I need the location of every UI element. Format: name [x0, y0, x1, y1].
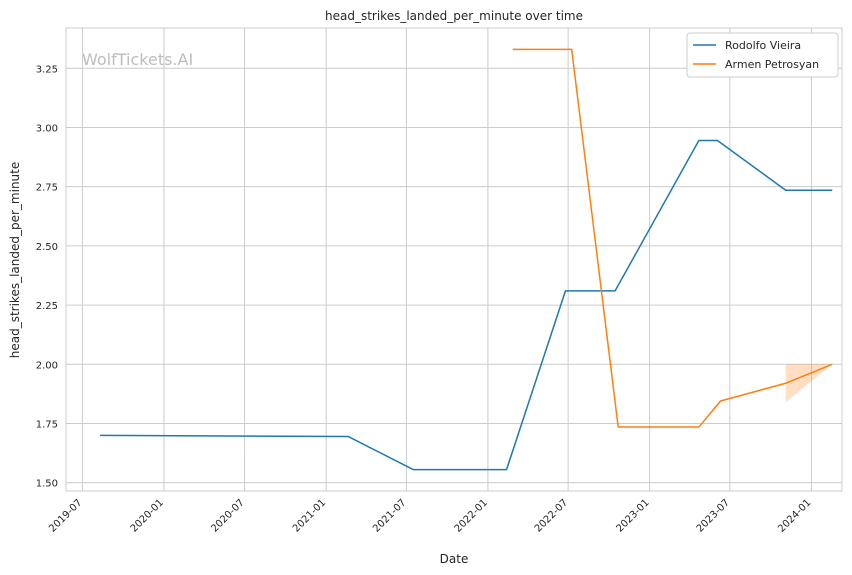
plot-area [65, 27, 843, 492]
x-axis-label: Date [440, 552, 469, 566]
y-tick-label: 2.75 [36, 183, 58, 194]
y-tick-label: 3.25 [36, 64, 58, 75]
y-tick-labels: 1.50 1.75 2.00 2.25 2.50 2.75 3.00 3.25 [36, 64, 58, 489]
legend-label-rodolfo-vieira: Rodolfo Vieira [725, 39, 801, 52]
confidence-band-layer [785, 364, 833, 403]
legend-box [686, 32, 839, 78]
x-tick-label: 2021-07 [371, 497, 408, 534]
x-tick-label: 2024-01 [776, 497, 813, 534]
x-tick-label: 2020-07 [209, 497, 246, 534]
x-tick-labels: 2019-07 2020-01 2020-07 2021-01 2021-07 2022-… [47, 497, 813, 534]
y-tick-label: 2.00 [36, 360, 58, 371]
y-tick-label: 3.00 [36, 123, 58, 134]
x-tick-label: 2022-07 [533, 497, 570, 534]
x-tick-label: 2019-07 [47, 497, 84, 534]
y-tick-label: 1.50 [36, 479, 58, 490]
chart-title: head_strikes_landed_per_minute over time [325, 9, 583, 23]
gridlines [66, 28, 842, 491]
legend: Rodolfo Vieira Armen Petrosyan [686, 32, 839, 78]
x-tick-label: 2023-01 [614, 497, 651, 534]
y-tick-label: 2.25 [36, 301, 58, 312]
x-tick-label: 2020-01 [129, 497, 166, 534]
legend-label-armen-petrosyan: Armen Petrosyan [725, 58, 819, 71]
band-armen-petrosyan [785, 364, 833, 403]
series-line-armen-petrosyan [512, 48, 833, 428]
y-axis-label: head_strikes_landed_per_minute [8, 162, 22, 359]
x-tick-label: 2023-07 [695, 497, 732, 534]
series-layer [100, 48, 833, 471]
series-line-rodolfo-vieira [100, 139, 833, 471]
x-tick-label: 2021-01 [291, 497, 328, 534]
watermark: WolfTickets.AI [82, 50, 193, 69]
y-tick-label: 2.50 [36, 242, 58, 253]
y-tick-label: 1.75 [36, 420, 58, 431]
x-tick-label: 2022-01 [453, 497, 490, 534]
